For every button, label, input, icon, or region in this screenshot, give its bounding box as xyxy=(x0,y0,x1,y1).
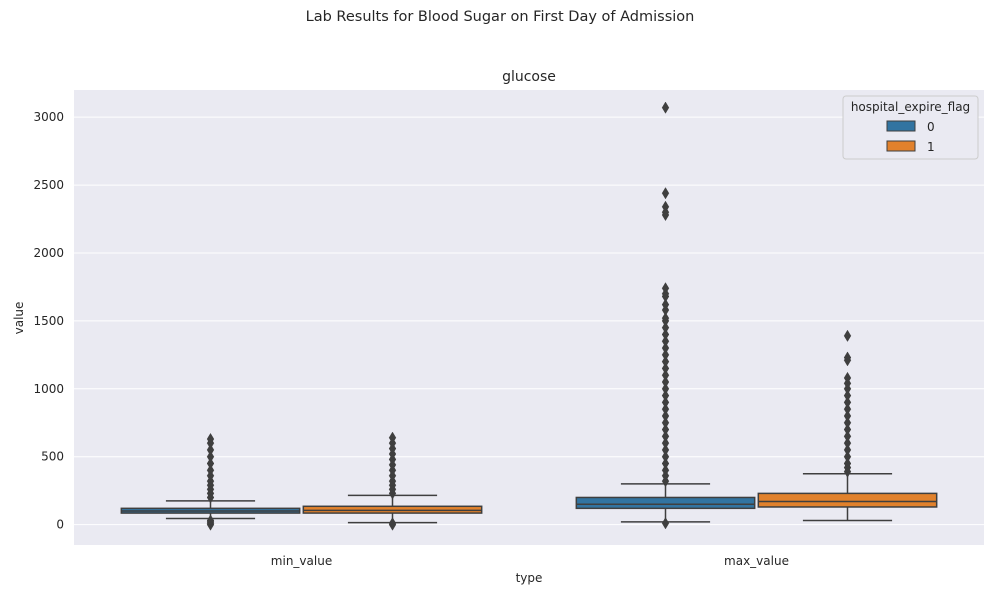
outlier-point xyxy=(206,443,215,457)
x-tick-labels: min_value max_value xyxy=(271,554,789,568)
y-axis-label: value xyxy=(12,302,26,335)
outlier-point xyxy=(661,396,670,409)
y-tick-label-1500: 1500 xyxy=(33,314,64,328)
box-plots xyxy=(120,101,938,531)
outlier-point xyxy=(843,457,852,470)
outlier-point xyxy=(843,443,852,457)
outlier-point xyxy=(661,423,670,436)
legend-label-0: 0 xyxy=(927,120,935,134)
outlier-point xyxy=(661,369,670,382)
y-tick-label-2000: 2000 xyxy=(33,246,64,260)
outlier-point xyxy=(661,464,670,477)
y-tick-label-500: 500 xyxy=(41,450,64,464)
outlier-point xyxy=(661,101,670,114)
outlier-point xyxy=(843,430,852,443)
legend-title: hospital_expire_flag xyxy=(851,100,970,114)
outlier-point xyxy=(843,423,852,436)
outlier-point xyxy=(661,517,670,530)
outlier-point xyxy=(661,382,670,395)
outlier-point xyxy=(661,348,670,361)
outlier-point xyxy=(661,341,670,355)
outlier-point xyxy=(661,403,670,416)
legend-swatch-1[interactable] xyxy=(886,140,916,152)
y-gridlines xyxy=(74,116,984,526)
box-max_value-series-0[interactable] xyxy=(575,101,756,530)
y-tick-label-3000: 3000 xyxy=(33,110,64,124)
plot-background xyxy=(74,90,984,545)
outlier-point xyxy=(661,282,670,295)
outlier-point xyxy=(661,437,670,450)
outlier-point xyxy=(206,464,215,477)
outlier-point xyxy=(661,328,670,341)
outlier-point xyxy=(843,351,852,364)
outlier-point xyxy=(661,450,670,463)
outlier-point xyxy=(661,200,670,213)
outlier-point xyxy=(661,355,670,368)
outlier-point xyxy=(661,416,670,429)
box-min_value-series-1[interactable] xyxy=(302,431,483,531)
outlier-point xyxy=(206,450,215,463)
x-axis-label: type xyxy=(516,571,543,585)
figure-suptitle: Lab Results for Blood Sugar on First Day… xyxy=(305,9,695,25)
y-tick-label-1000: 1000 xyxy=(33,382,64,396)
chart-title: glucose xyxy=(502,69,556,85)
y-tick-label-2500: 2500 xyxy=(33,178,64,192)
legend-swatch-0[interactable] xyxy=(886,120,916,132)
outlier-point xyxy=(843,396,852,409)
outlier-point xyxy=(661,362,670,375)
outlier-point xyxy=(661,335,670,348)
outlier-point xyxy=(661,443,670,457)
box-min_value-series-0[interactable] xyxy=(120,432,301,531)
x-tick-label-min_value: min_value xyxy=(271,554,332,568)
outlier-point xyxy=(206,432,215,446)
outlier-point xyxy=(661,430,670,443)
outlier-point xyxy=(661,375,670,389)
outlier-point xyxy=(661,389,670,402)
y-tick-label-0: 0 xyxy=(56,518,64,532)
outlier-point xyxy=(661,298,670,311)
y-tick-labels: 0 500 1000 1500 2000 2500 3000 xyxy=(33,110,64,531)
x-tick-label-max_value: max_value xyxy=(724,554,789,568)
outlier-point xyxy=(843,389,852,402)
outlier-point xyxy=(388,431,397,444)
outlier-point xyxy=(206,457,215,470)
outlier-point xyxy=(388,517,397,530)
outlier-point xyxy=(206,514,215,527)
outlier-point xyxy=(661,321,670,334)
outlier-point xyxy=(661,457,670,470)
box-max_value-series-1[interactable] xyxy=(757,329,938,522)
outlier-point xyxy=(843,371,852,385)
legend-label-1: 1 xyxy=(927,140,935,154)
outlier-point xyxy=(661,409,670,423)
outlier-point xyxy=(661,312,670,325)
outlier-point xyxy=(843,403,852,416)
outlier-point xyxy=(843,329,852,342)
legend[interactable]: hospital_expire_flag 0 1 xyxy=(842,95,979,160)
box-iqr xyxy=(757,492,938,508)
outlier-point xyxy=(843,416,852,429)
outlier-point xyxy=(843,437,852,450)
box-iqr xyxy=(575,496,756,510)
outlier-point xyxy=(661,187,670,200)
outlier-point xyxy=(843,409,852,423)
outlier-point xyxy=(843,450,852,463)
